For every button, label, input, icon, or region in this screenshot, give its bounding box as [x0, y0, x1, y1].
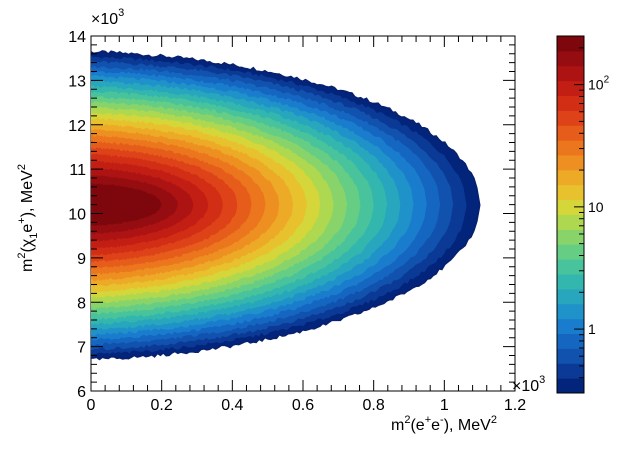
- colorbar-segment: [557, 318, 584, 334]
- colorbar-segment: [557, 229, 584, 245]
- colorbar-segment: [557, 125, 584, 141]
- x-tick-label: 0: [87, 397, 96, 414]
- colorbar-segment: [557, 259, 584, 275]
- colorbar-tick-label: 1: [588, 321, 596, 337]
- y-tick-label: 7: [77, 340, 86, 357]
- y-tick-label: 9: [77, 251, 86, 268]
- colorbar-tick-label: 102: [588, 75, 610, 93]
- density-layers: [91, 50, 481, 361]
- x-tick-label: 0.2: [151, 397, 173, 414]
- x-multiplier: ×103: [512, 374, 545, 395]
- colorbar-segment: [557, 214, 584, 230]
- colorbar-frame: [556, 35, 585, 394]
- y-tick-label: 8: [77, 295, 86, 312]
- colorbar-segment: [557, 36, 584, 52]
- colorbar: 1 10 102: [556, 35, 610, 394]
- x-tick-label: 0.6: [292, 397, 314, 414]
- colorbar-segment: [557, 184, 584, 201]
- colorbar-segment: [557, 333, 584, 349]
- y-tick-label: 10: [68, 207, 86, 224]
- colorbar-segment: [557, 50, 584, 67]
- colorbar-segment: [557, 363, 584, 379]
- colorbar-segment: [557, 348, 584, 364]
- y-axis: 6 7 8 9 10 11 12 13 14: [68, 29, 515, 401]
- x-axis-title: m2(e+e-), MeV2: [391, 414, 497, 434]
- y-tick-label: 13: [68, 73, 86, 90]
- y-tick-label: 6: [77, 384, 86, 401]
- colorbar-tick-label: 10: [588, 199, 604, 215]
- colorbar-segment: [557, 288, 584, 305]
- y-multiplier: ×103: [91, 7, 124, 28]
- colorbar-segment: [557, 80, 584, 96]
- y-tick-label: 14: [68, 29, 86, 46]
- x-tick-label: 1.2: [504, 397, 526, 414]
- colorbar-segment: [557, 303, 584, 320]
- x-tick-label: 1: [440, 397, 449, 414]
- colorbar-segment: [557, 110, 584, 126]
- colorbar-segment: [557, 169, 584, 186]
- y-tick-label: 12: [68, 118, 86, 135]
- y-axis-title: m2(χ1e+), MeV2: [16, 164, 40, 272]
- colorbar-segment: [557, 95, 584, 111]
- colorbar-segment: [557, 244, 584, 260]
- colorbar-segment: [557, 65, 584, 82]
- x-axis: 0 0.2 0.4 0.6 0.8 1 1.2: [87, 36, 526, 414]
- y-tick-label: 11: [69, 162, 86, 179]
- x-tick-label: 0.4: [221, 397, 243, 414]
- colorbar-segment: [557, 140, 584, 156]
- colorbar-segment: [557, 378, 584, 394]
- colorbar-segment: [557, 155, 584, 171]
- x-tick-label: 0.8: [363, 397, 385, 414]
- density-contour-level: [91, 182, 162, 226]
- colorbar-segment: [557, 274, 584, 290]
- colorbar-segment: [557, 199, 584, 215]
